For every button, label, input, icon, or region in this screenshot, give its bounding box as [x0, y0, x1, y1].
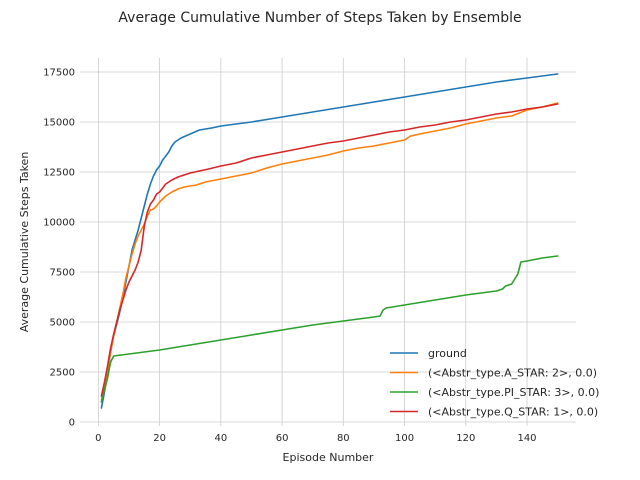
x-tick-label: 120	[456, 433, 475, 444]
legend-label: (<Abstr_type.A_STAR: 2>, 0.0)	[428, 367, 597, 380]
y-tick-label: 12500	[43, 168, 75, 179]
x-tick-label: 60	[276, 433, 289, 444]
y-tick-label: 7500	[50, 268, 75, 279]
series-line-3	[100, 103, 559, 397]
tick-labels: 0 20 40 60 80 100 120 140 0 2500 5000 7500 10000 1250…	[43, 68, 536, 445]
grid-lines	[80, 58, 576, 426]
chart-title: Average Cumulative Number of Steps Taken…	[118, 10, 521, 26]
legend-label: (<Abstr_type.Q_STAR: 1>, 0.0)	[428, 406, 598, 419]
x-tick-label: 100	[395, 433, 414, 444]
y-tick-label: 0	[69, 418, 75, 429]
y-tick-label: 2500	[50, 368, 75, 379]
y-tick-label: 5000	[50, 318, 75, 329]
x-tick-label: 0	[95, 433, 101, 444]
legend-label: (<Abstr_type.PI_STAR: 3>, 0.0)	[428, 386, 599, 399]
x-tick-label: 140	[517, 433, 536, 444]
y-tick-label: 17500	[43, 68, 75, 79]
x-axis-label: Episode Number	[283, 451, 374, 464]
series-line-2	[100, 255, 559, 403]
series-line-1	[100, 102, 559, 401]
legend: ground (<Abstr_type.A_STAR: 2>, 0.0) (<Abs…	[390, 347, 599, 419]
x-tick-label: 20	[153, 433, 166, 444]
x-tick-label: 80	[337, 433, 350, 444]
y-tick-label: 15000	[43, 118, 75, 129]
y-axis-label: Average Cumulative Steps Taken	[18, 152, 31, 333]
x-tick-label: 40	[214, 433, 227, 444]
series-lines	[100, 73, 559, 409]
legend-label: ground	[428, 347, 467, 360]
y-tick-label: 10000	[43, 218, 75, 229]
